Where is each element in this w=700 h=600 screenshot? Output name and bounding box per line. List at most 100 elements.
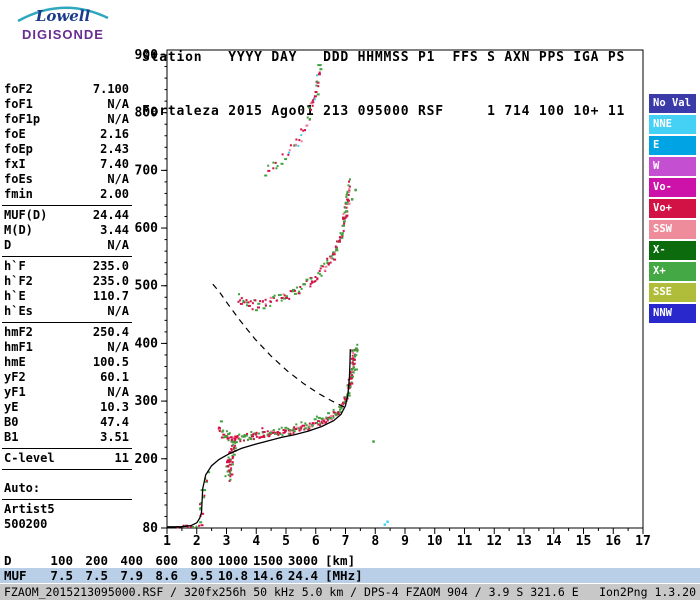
electron-density-profile-line	[167, 349, 351, 528]
param-value: 60.1	[100, 370, 129, 384]
param-value: 2.16	[100, 127, 129, 141]
plot-frame	[166, 49, 644, 529]
row-value: 600	[155, 553, 178, 568]
param-label: h`F2	[4, 274, 33, 288]
param-label: B1	[4, 430, 19, 444]
divider	[2, 256, 132, 257]
param-label: yF1	[4, 385, 26, 399]
param-label: yF2	[4, 370, 26, 384]
distance-row: D 100 200 400 600 800 1000 1500 3000 [km]	[0, 553, 700, 568]
param-label: B0	[4, 415, 19, 429]
row-unit: [MHz]	[325, 568, 363, 583]
legend-item-vo+: Vo+	[649, 199, 696, 218]
divider	[2, 499, 132, 500]
param-value: 10.3	[100, 400, 129, 414]
svg-text:400: 400	[135, 336, 159, 351]
param-row: MUF(D) 24.44	[2, 208, 132, 223]
param-value: 47.4	[100, 415, 129, 429]
divider	[2, 469, 132, 470]
param-label: MUF(D)	[4, 208, 48, 222]
param-label: foF1	[4, 97, 33, 111]
svg-text:14: 14	[546, 534, 562, 549]
param-row: foE 2.16	[2, 127, 132, 142]
param-row: foF1p N/A	[2, 112, 132, 127]
svg-text:200: 200	[135, 452, 159, 467]
row-value: 10.8	[217, 568, 248, 583]
param-value: 250.4	[92, 325, 129, 339]
svg-text:4: 4	[252, 534, 260, 549]
param-label: 500200	[4, 517, 48, 531]
param-row: yE 10.3	[2, 400, 132, 415]
param-row: B1 3.51	[2, 430, 132, 445]
row-value: 1000	[217, 553, 248, 568]
legend-item-nne: NNE	[649, 115, 696, 134]
param-label: h`F	[4, 259, 26, 273]
param-value: 3.44	[100, 223, 129, 237]
param-row: B0 47.4	[2, 415, 132, 430]
param-row: hmF1 N/A	[2, 340, 132, 355]
svg-text:3: 3	[223, 534, 231, 549]
header-fields-line: Station YYYY DAY DDD HHMMSS P1 FFS S AXN…	[142, 50, 626, 65]
param-value: 235.0	[92, 274, 129, 288]
param-value: 100.5	[92, 355, 129, 369]
param-label: foE	[4, 127, 26, 141]
param-label: yE	[4, 400, 19, 414]
param-label: foEs	[4, 172, 33, 186]
status-file-info: FZAOM_2015213095000.RSF / 320fx256h 50 k…	[4, 585, 579, 599]
param-row: M(D) 3.44	[2, 223, 132, 238]
param-label: Auto:	[4, 481, 41, 495]
svg-text:15: 15	[576, 534, 592, 549]
row-label: MUF	[4, 568, 27, 583]
param-label: Artist5	[4, 502, 55, 516]
echo-direction-legend: No Val NNE E W Vo- Vo+ SSW X- X+ SSE NNW	[649, 94, 697, 325]
divider	[2, 205, 132, 206]
svg-text:300: 300	[135, 394, 159, 409]
row-value: 1500	[252, 553, 283, 568]
param-row: Auto:	[2, 481, 132, 496]
legend-item-x-: X-	[649, 241, 696, 260]
param-row: yF2 60.1	[2, 370, 132, 385]
lowell-digisonde-logo: Lowell DIGISONDE	[6, 3, 120, 51]
row-value: 7.5	[85, 568, 108, 583]
row-value: 3000	[287, 553, 318, 568]
logo-digisonde-text: DIGISONDE	[22, 27, 104, 42]
status-version: Ion2Png 1.3.20	[599, 585, 696, 599]
svg-text:900: 900	[135, 48, 159, 63]
topside-profile-dashed-line	[211, 282, 345, 408]
svg-text:10: 10	[427, 534, 443, 549]
svg-text:12: 12	[486, 534, 502, 549]
param-row: foEp 2.43	[2, 142, 132, 157]
param-label: foEp	[4, 142, 33, 156]
param-label: D	[4, 238, 12, 252]
row-value: 9.5	[190, 568, 213, 583]
param-row: Artist5	[2, 502, 132, 517]
parameter-panel: foF2 7.100 foF1 N/A foF1p N/A foE 2.16 foEp 2.43 f…	[2, 82, 132, 532]
param-row: fxI 7.40	[2, 157, 132, 172]
svg-text:600: 600	[135, 221, 159, 236]
param-row: foF1 N/A	[2, 97, 132, 112]
svg-text:1: 1	[163, 534, 171, 549]
param-value: 24.44	[92, 208, 129, 222]
legend-item-x+: X+	[649, 262, 696, 281]
row-value: 7.9	[120, 568, 143, 583]
row-value: 800	[190, 553, 213, 568]
axis-ticks	[161, 54, 644, 534]
legend-item-vo-: Vo-	[649, 178, 696, 197]
param-value: N/A	[107, 340, 129, 354]
legend-item-sse: SSE	[649, 283, 696, 302]
status-bar: FZAOM_2015213095000.RSF / 320fx256h 50 k…	[0, 584, 700, 600]
station-header: Station YYYY DAY DDD HHMMSS P1 FFS S AXN…	[142, 13, 625, 157]
svg-text:9: 9	[401, 534, 409, 549]
svg-text:17: 17	[635, 534, 651, 549]
row-value: 200	[85, 553, 108, 568]
svg-text:8: 8	[371, 534, 379, 549]
param-value: N/A	[107, 97, 129, 111]
param-label: fmin	[4, 187, 33, 201]
param-label: C-level	[4, 451, 55, 465]
svg-text:80: 80	[142, 521, 158, 536]
row-value: 400	[120, 553, 143, 568]
svg-text:700: 700	[135, 163, 159, 178]
row-value: 8.6	[155, 568, 178, 583]
param-row: h`F 235.0	[2, 259, 132, 274]
